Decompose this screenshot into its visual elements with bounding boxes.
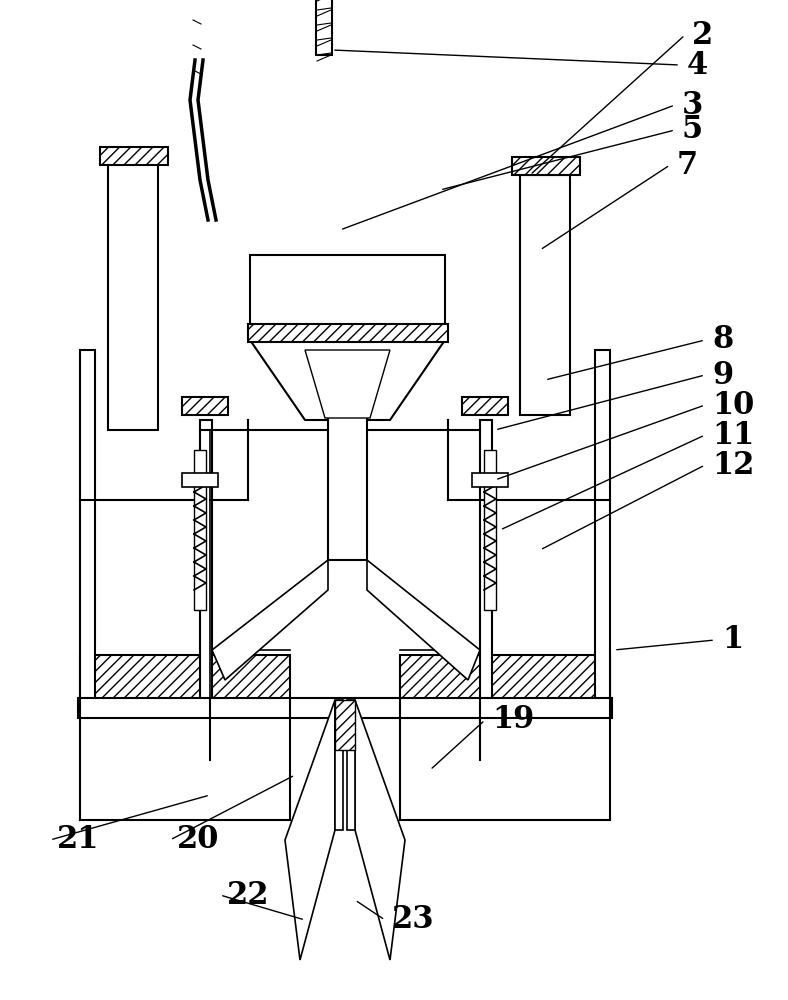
Bar (108, 150, 158, 430)
Bar (595, 350, 610, 700)
Bar (400, 655, 610, 700)
Text: 4: 4 (687, 49, 708, 81)
Text: 7: 7 (677, 149, 698, 180)
Polygon shape (367, 560, 480, 680)
Text: 23: 23 (392, 904, 435, 936)
Bar (335, 700, 343, 830)
Bar (182, 397, 228, 415)
Text: 22: 22 (227, 880, 269, 910)
Bar (472, 473, 508, 487)
Text: 1: 1 (722, 624, 743, 656)
Bar (80, 655, 290, 700)
Text: 19: 19 (492, 704, 534, 736)
Bar (194, 450, 206, 610)
Bar (100, 147, 168, 165)
Bar (182, 473, 218, 487)
Bar (200, 420, 212, 700)
Bar (78, 698, 612, 718)
Text: 20: 20 (177, 824, 219, 856)
Text: 8: 8 (712, 324, 734, 356)
Bar (520, 175, 570, 415)
Bar (316, 0, 332, 55)
Text: 5: 5 (682, 114, 703, 145)
Bar (484, 450, 496, 610)
Bar (248, 324, 448, 342)
Polygon shape (250, 340, 445, 420)
Text: 3: 3 (682, 90, 704, 120)
Text: 12: 12 (712, 450, 754, 481)
Text: 21: 21 (57, 824, 99, 856)
Bar (480, 420, 492, 700)
Bar (335, 700, 355, 750)
Text: 10: 10 (712, 389, 754, 420)
Text: 2: 2 (692, 19, 713, 50)
Bar (80, 350, 95, 700)
Bar (462, 397, 508, 415)
Bar (328, 415, 367, 560)
Polygon shape (355, 700, 405, 960)
Text: 9: 9 (712, 360, 733, 390)
Bar (512, 157, 580, 175)
Text: 11: 11 (712, 420, 754, 450)
Bar (347, 700, 355, 830)
Polygon shape (212, 560, 328, 680)
Polygon shape (285, 700, 335, 960)
Bar (250, 255, 445, 340)
Polygon shape (305, 350, 390, 418)
